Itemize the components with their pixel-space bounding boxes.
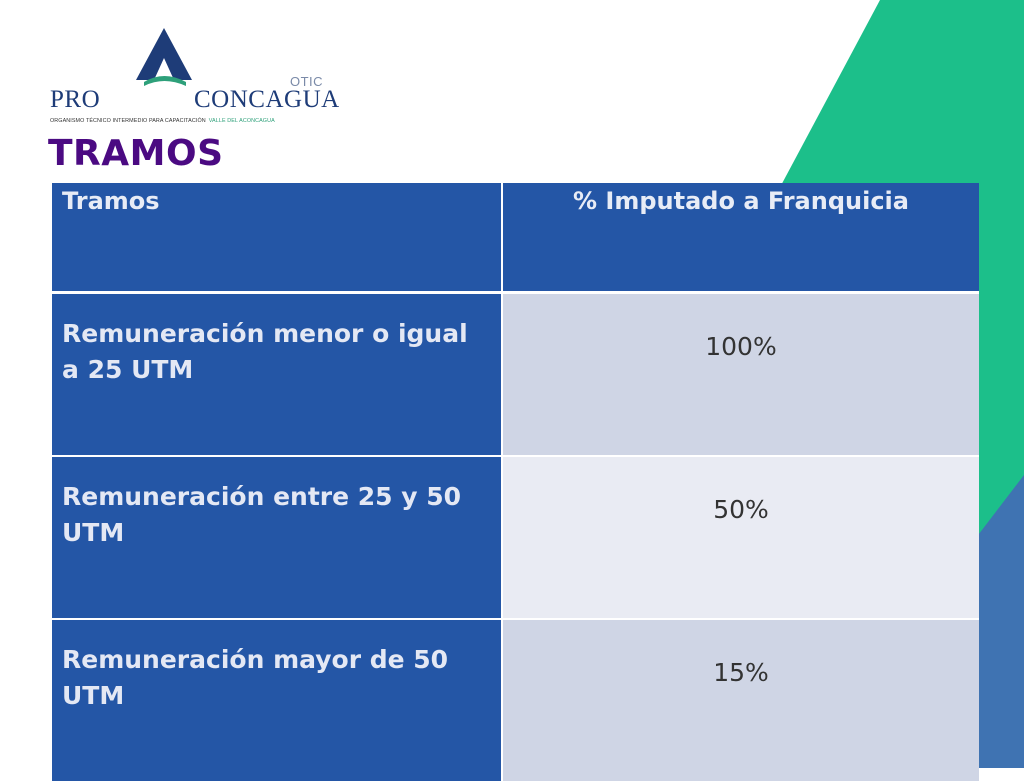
tramos-table: Tramos % Imputado a Franquicia Remunerac… bbox=[52, 183, 979, 781]
logo-pro-text: PRO bbox=[50, 86, 101, 113]
row-value: 50% bbox=[501, 455, 979, 620]
table-row: Remuneración mayor de 50 UTM 15% bbox=[52, 618, 979, 781]
logo-concagua-text: CONCAGUA bbox=[194, 86, 340, 113]
table-row: Remuneración menor o igual a 25 UTM 100% bbox=[52, 291, 979, 457]
header-tramos: Tramos bbox=[52, 183, 503, 294]
logo-subtitle-main: ORGANISMO TÉCNICO INTERMEDIO PARA CAPACI… bbox=[50, 118, 206, 124]
logo-subtitle-accent: VALLE DEL ACONCAGUA bbox=[208, 118, 275, 124]
table-row: Remuneración entre 25 y 50 UTM 50% bbox=[52, 455, 979, 620]
row-label: Remuneración entre 25 y 50 UTM bbox=[52, 455, 503, 620]
table-header-row: Tramos % Imputado a Franquicia bbox=[52, 183, 979, 294]
mountain-peak-icon bbox=[136, 28, 192, 86]
row-value: 100% bbox=[501, 291, 979, 457]
logo-subtitle: ORGANISMO TÉCNICO INTERMEDIO PARA CAPACI… bbox=[50, 118, 275, 124]
row-value: 15% bbox=[501, 618, 979, 781]
slide-title: TRAMOS bbox=[48, 133, 224, 174]
row-label: Remuneración mayor de 50 UTM bbox=[52, 618, 503, 781]
company-logo: OTIC PRO CONCAGUA ORGANISMO TÉCNICO INTE… bbox=[48, 24, 339, 124]
row-label: Remuneración menor o igual a 25 UTM bbox=[52, 291, 503, 457]
logo-otic-text: OTIC bbox=[290, 74, 324, 89]
header-imputado: % Imputado a Franquicia bbox=[501, 183, 979, 294]
